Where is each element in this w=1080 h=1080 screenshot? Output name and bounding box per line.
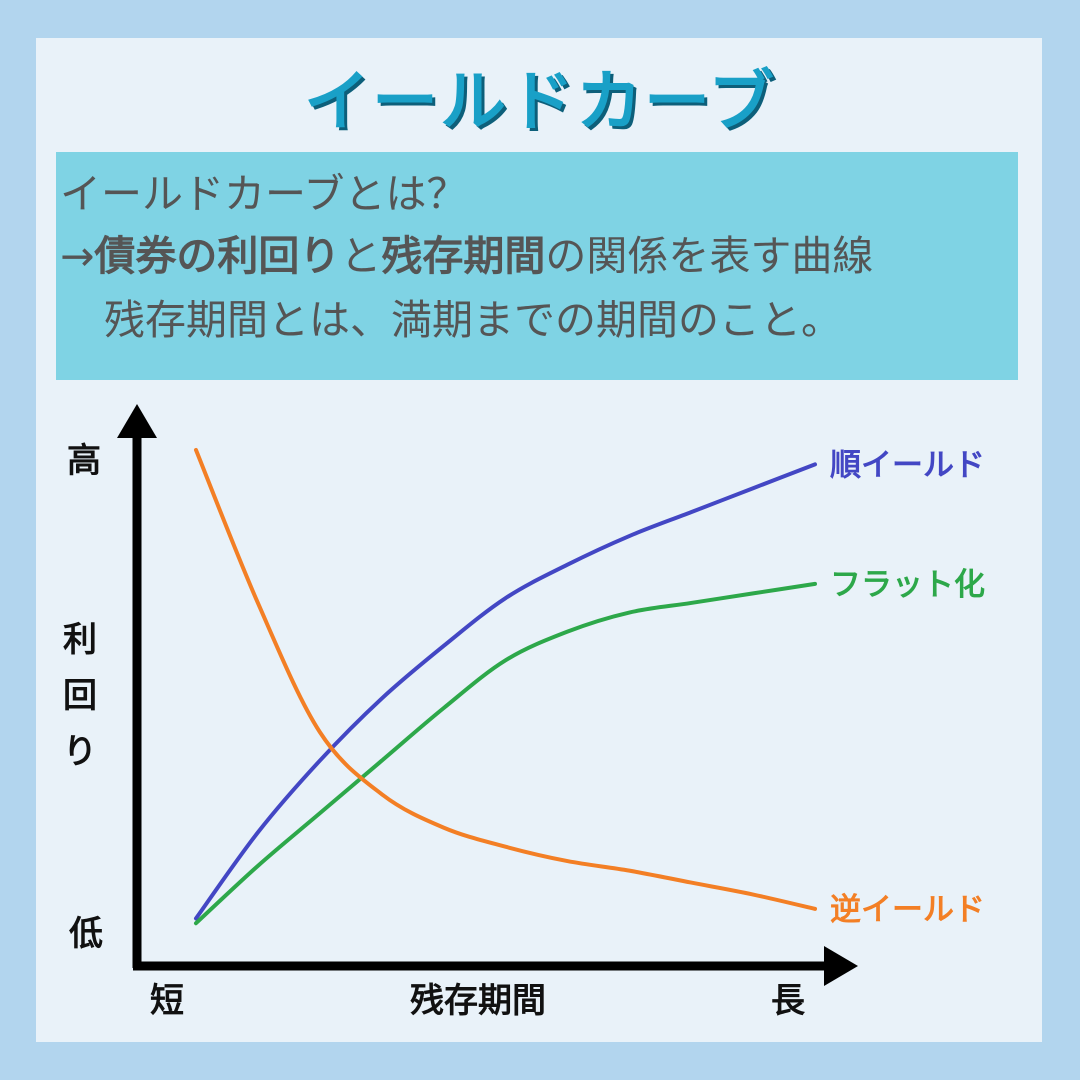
answer-arrow: → (60, 232, 95, 280)
series-line-2 (194, 581, 817, 926)
definition-question: イールドカーブとは？ (60, 170, 468, 218)
definition-box: イールドカーブとは？ →債券の利回りと残存期間の関係を表す曲線 残存期間とは、満… (56, 152, 1018, 380)
series-label-2: フラット化 (830, 567, 985, 603)
y-tick-high: 高 (67, 441, 101, 481)
y-tick-low: 低 (69, 914, 103, 954)
x-tick-long: 長 (771, 981, 806, 1021)
page-title: イールドカーブ (303, 63, 777, 140)
series-line-1 (194, 462, 817, 921)
y-axis-title: 利回り (63, 620, 97, 772)
answer-connector: と (340, 232, 382, 280)
answer-bold-yield: 債券の利回り (94, 232, 341, 280)
y-axis-arrowhead (117, 404, 157, 438)
series-label-1: 順イールド (830, 447, 985, 483)
x-tick-short: 短 (150, 981, 184, 1021)
series-line-3 (194, 448, 817, 911)
x-axis-arrowhead (824, 946, 858, 986)
definition-note: 残存期間とは、満期までの期間のこと。 (104, 296, 842, 344)
x-axis-title: 残存期間 (410, 981, 546, 1021)
definition-answer: →債券の利回りと残存期間の関係を表す曲線 (60, 236, 873, 277)
series-label-3: 逆イールド (830, 892, 985, 928)
answer-rest: の関係を表す曲線 (545, 232, 874, 280)
answer-bold-term: 残存期間 (381, 232, 546, 280)
